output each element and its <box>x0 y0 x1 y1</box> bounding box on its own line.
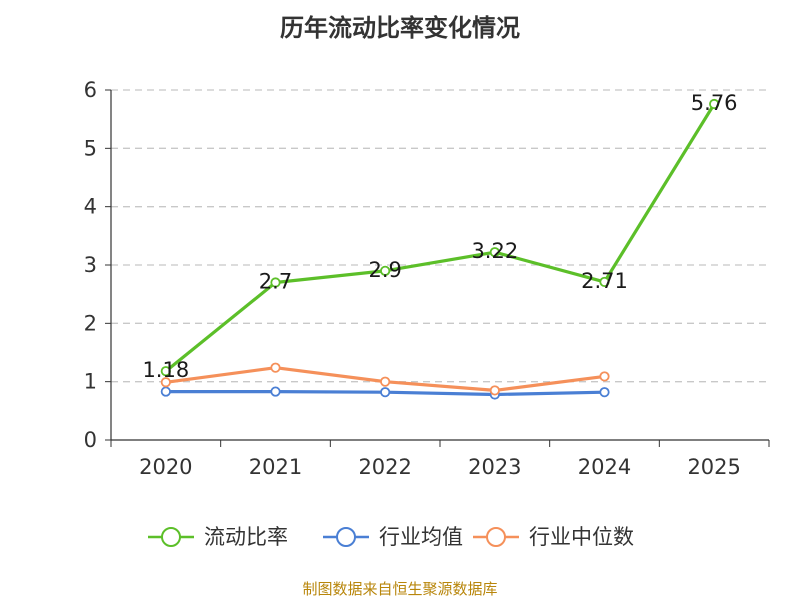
data-source-note: 制图数据来自恒生聚源数据库 <box>302 580 498 598</box>
y-tick-label: 3 <box>84 253 97 277</box>
y-tick-label: 6 <box>84 78 97 102</box>
series-line-0 <box>164 102 716 373</box>
legend-label: 流动比率 <box>204 525 288 549</box>
data-point-1-2020[interactable] <box>160 386 171 397</box>
data-point-2-2023[interactable] <box>489 385 500 396</box>
y-tick-label: 2 <box>84 311 97 335</box>
data-point-0-2024[interactable] <box>599 276 610 288</box>
x-tick-label-2023: 2023 <box>468 455 521 479</box>
data-point-0-2025[interactable] <box>709 98 720 110</box>
grid-lines <box>111 89 769 383</box>
data-point-0-2022[interactable] <box>380 265 391 276</box>
legend-swatch-marker <box>336 527 356 547</box>
x-tick-label-2022: 2022 <box>358 455 411 479</box>
data-label-2024: 2.71 <box>581 269 628 293</box>
y-tick-label: 1 <box>84 370 97 394</box>
data-point-0-2021[interactable] <box>270 277 281 288</box>
legend-swatch-marker <box>161 527 181 547</box>
series <box>160 98 720 400</box>
data-label-2022: 2.9 <box>368 258 401 282</box>
legend-item-2[interactable]: 行业中位数 <box>473 525 634 549</box>
legend-label: 行业均值 <box>379 525 463 549</box>
data-point-0-2020[interactable] <box>160 366 171 377</box>
data-point-2-2024[interactable] <box>599 371 610 382</box>
data-point-0-2023[interactable] <box>489 247 500 258</box>
data-label-2021: 2.7 <box>259 270 292 294</box>
data-labels: 1.18 2.7 2.9 3.22 2.71 5.76 <box>142 91 737 382</box>
x-tick-label-2020: 2020 <box>139 455 192 479</box>
x-tick-label-2025: 2025 <box>687 455 740 479</box>
y-tick-label: 5 <box>84 136 97 160</box>
chart-title: 历年流动比率变化情况 <box>280 14 520 42</box>
data-point-2-2020[interactable] <box>160 377 171 388</box>
data-point-1-2024[interactable] <box>599 387 610 398</box>
legend-item-0[interactable]: 流动比率 <box>148 525 288 549</box>
legend-label: 行业中位数 <box>529 525 634 549</box>
data-label-2020: 1.18 <box>142 358 189 382</box>
legend-item-1[interactable]: 行业均值 <box>323 525 463 549</box>
y-tick-label: 4 <box>84 195 97 219</box>
data-point-1-2021[interactable] <box>270 386 281 397</box>
legend: 流动比率 行业均值 行业中位数 <box>148 525 634 549</box>
y-tick-label: 0 <box>84 428 97 452</box>
data-label-2025: 5.76 <box>691 91 738 115</box>
data-point-2-2021[interactable] <box>270 362 281 373</box>
data-label-2023: 3.22 <box>471 239 518 263</box>
axes: 0 1 2 3 4 5 6 2020 2021 2022 2023 2024 2025 <box>84 78 770 479</box>
x-tick-label-2021: 2021 <box>249 455 302 479</box>
data-point-1-2022[interactable] <box>380 387 391 398</box>
data-point-2-2022[interactable] <box>380 376 391 387</box>
legend-swatch-marker <box>486 527 506 547</box>
x-tick-label-2024: 2024 <box>578 455 631 479</box>
